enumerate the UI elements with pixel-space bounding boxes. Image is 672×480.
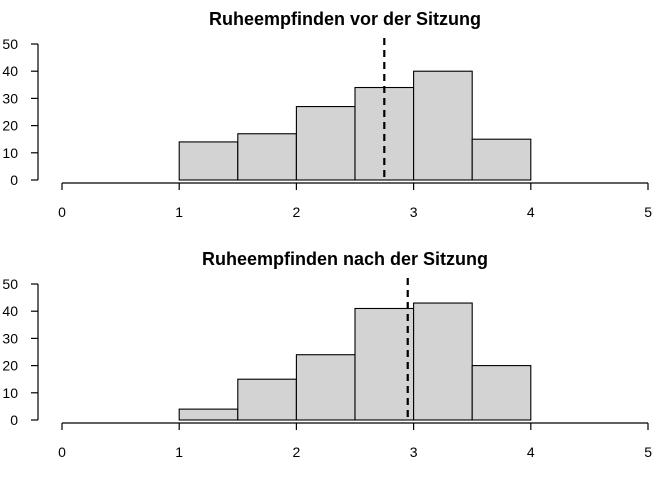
y-tick-label: 20 bbox=[2, 118, 18, 134]
histogram-bar bbox=[178, 141, 239, 181]
x-tick-label: 0 bbox=[58, 444, 66, 460]
x-tick-label: 4 bbox=[527, 444, 535, 460]
x-tick-label: 1 bbox=[175, 444, 183, 460]
histogram-panel-before: Ruheempfinden vor der Sitzung 0102030405… bbox=[2, 9, 652, 220]
histogram-bar bbox=[295, 106, 356, 181]
y-tick-label: 0 bbox=[10, 172, 18, 188]
y-tick-label: 30 bbox=[2, 90, 18, 106]
histogram-bar bbox=[413, 70, 473, 181]
y-tick-label: 10 bbox=[2, 145, 18, 161]
histogram-bar bbox=[471, 138, 532, 181]
x-tick-label: 1 bbox=[175, 204, 183, 220]
x-tick-label: 5 bbox=[644, 444, 652, 460]
x-tick-label: 3 bbox=[410, 444, 418, 460]
y-tick-label: 10 bbox=[2, 385, 18, 401]
histogram-bar bbox=[237, 378, 297, 421]
y-tick-label: 40 bbox=[2, 63, 18, 79]
y-tick-label: 30 bbox=[2, 330, 18, 346]
x-tick-label: 0 bbox=[58, 204, 66, 220]
x-tick-label: 2 bbox=[293, 204, 301, 220]
histogram-panel-after: Ruheempfinden nach der Sitzung 010203040… bbox=[2, 249, 652, 460]
histogram-bar bbox=[178, 408, 239, 421]
x-tick-label: 4 bbox=[527, 204, 535, 220]
histogram-bar bbox=[471, 365, 532, 421]
x-tick-label: 2 bbox=[293, 444, 301, 460]
x-tick-label: 5 bbox=[644, 204, 652, 220]
histogram-bar bbox=[413, 302, 473, 421]
histogram-bar bbox=[295, 354, 356, 421]
histogram-bar bbox=[237, 133, 297, 181]
histogram-bar bbox=[354, 307, 415, 421]
x-tick-label: 3 bbox=[410, 204, 418, 220]
y-tick-label: 40 bbox=[2, 303, 18, 319]
y-tick-label: 20 bbox=[2, 358, 18, 374]
chart-title: Ruheempfinden vor der Sitzung bbox=[209, 9, 481, 29]
y-tick-label: 0 bbox=[10, 412, 18, 428]
y-tick-label: 50 bbox=[2, 36, 18, 52]
chart-title: Ruheempfinden nach der Sitzung bbox=[202, 249, 488, 269]
y-tick-label: 50 bbox=[2, 276, 18, 292]
